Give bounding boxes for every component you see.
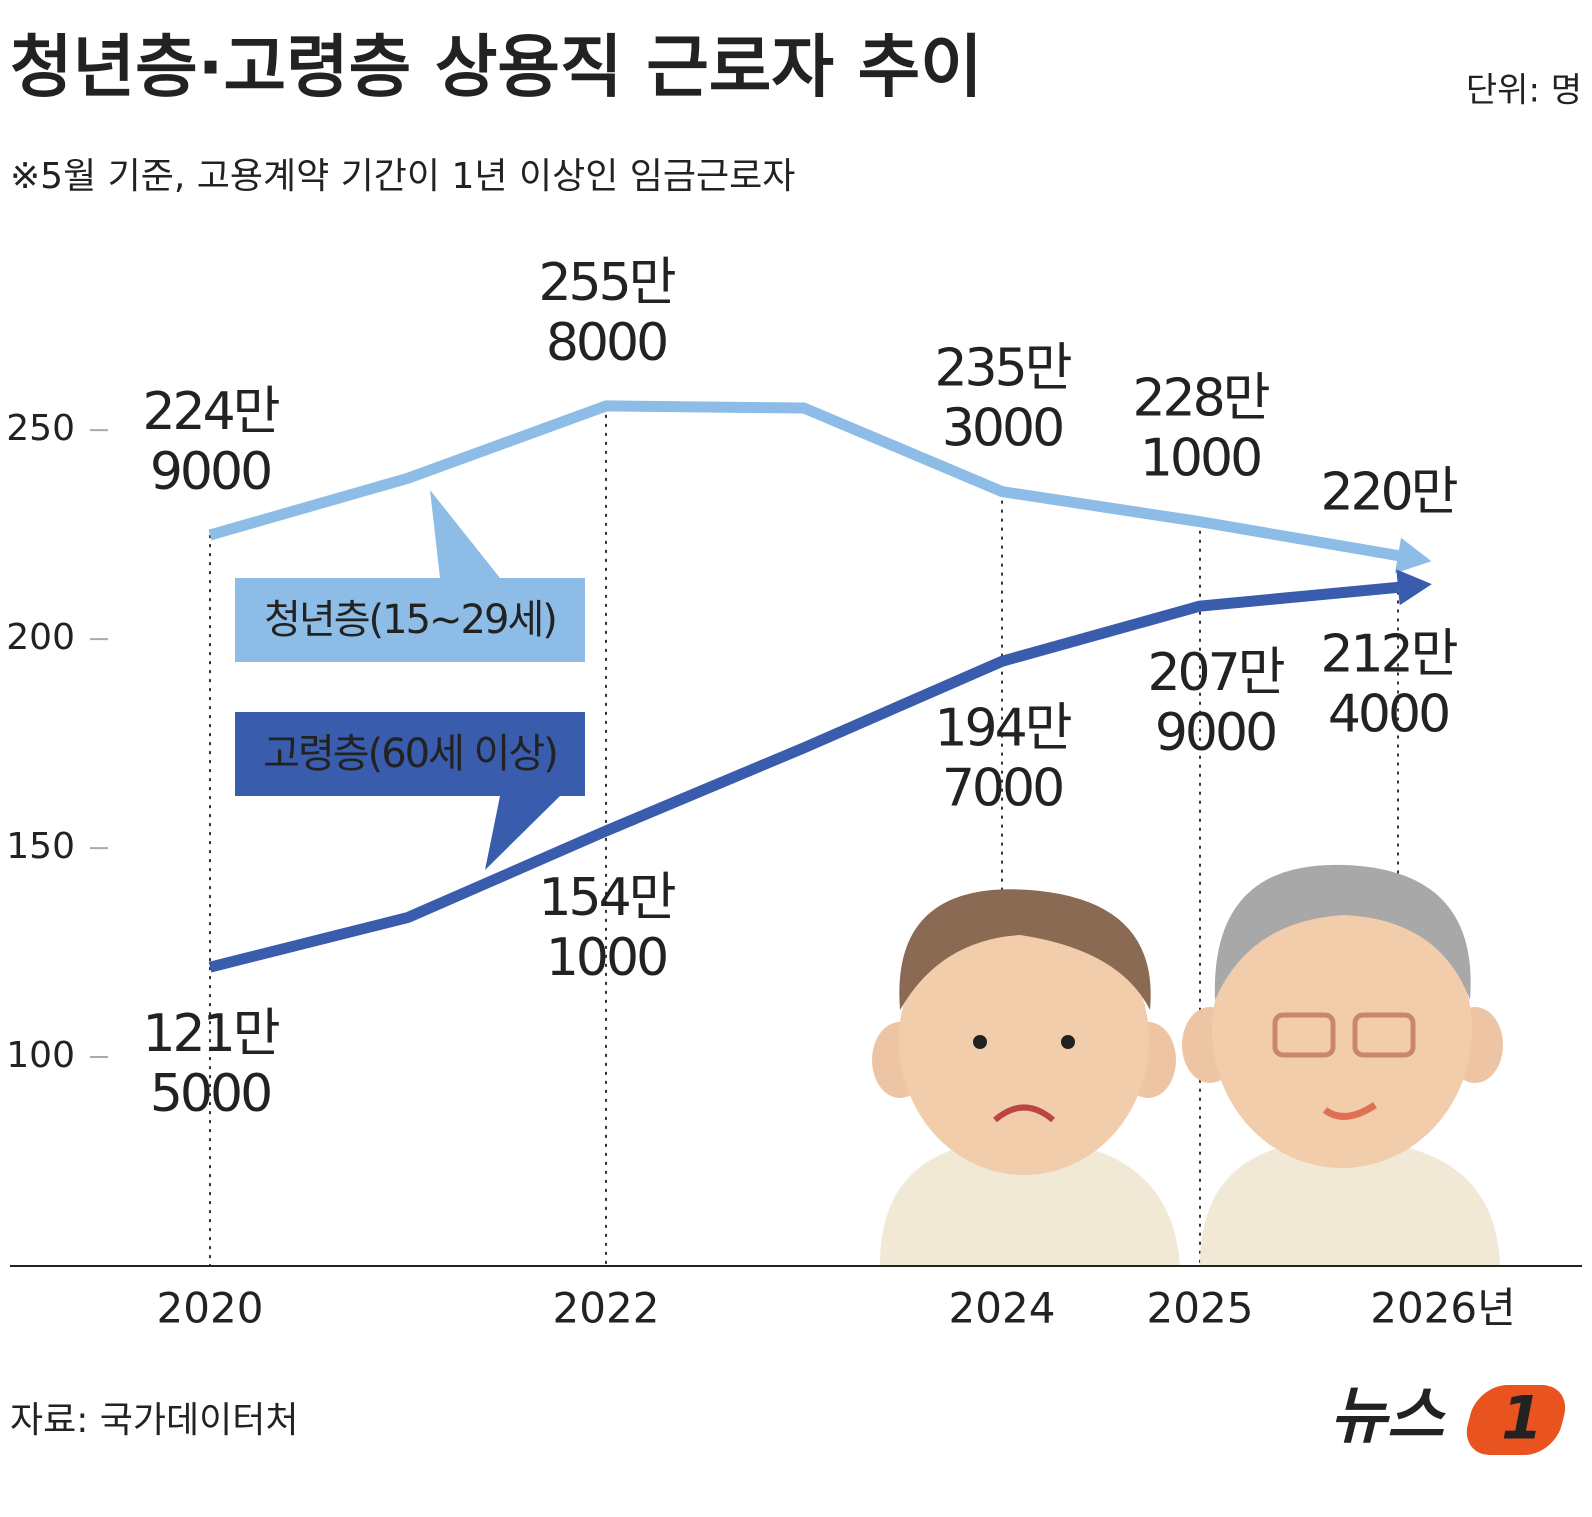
- illustration: [872, 864, 1503, 1265]
- y-tick-label: 200: [6, 617, 75, 658]
- source: 자료: 국가데이터처: [10, 1400, 299, 1441]
- x-tick-label: 2026년: [1370, 1284, 1516, 1333]
- legend-label: 청년층(15~29세): [264, 597, 556, 643]
- chart-title: 청년층·고령층 상용직 근로자 추이: [10, 29, 983, 108]
- arrow-head: [1394, 537, 1432, 574]
- y-tick-label: 250: [6, 408, 75, 449]
- data-label: 228만 1000: [1132, 369, 1269, 489]
- subtitle: ※5월 기준, 고용계약 기간이 1년 이상인 임금근로자: [10, 156, 795, 197]
- x-tick-label: 2022: [553, 1284, 660, 1333]
- x-tick-label: 2024: [949, 1284, 1056, 1333]
- logo: 뉴스 1: [1330, 1379, 1566, 1455]
- data-label: 194만 7000: [934, 698, 1071, 818]
- data-label: 235만 3000: [934, 339, 1071, 459]
- logo-badge: [1466, 1385, 1566, 1455]
- x-tick-label: 2025: [1147, 1284, 1254, 1333]
- logo-number: 1: [1501, 1384, 1543, 1454]
- data-label: 255만 8000: [538, 253, 675, 373]
- data-label: 224만 9000: [142, 382, 279, 502]
- legend-box: [235, 578, 585, 662]
- data-label: 207만 9000: [1147, 643, 1284, 763]
- data-label: 220만: [1320, 463, 1457, 523]
- unit-label: 단위: 명: [1466, 71, 1582, 111]
- logo-text: 뉴스: [1330, 1379, 1446, 1452]
- x-tick-label: 2020: [157, 1284, 264, 1333]
- legend-label: 고령층(60세 이상): [263, 731, 557, 777]
- legend-box: [235, 712, 585, 796]
- line: [208, 581, 1399, 973]
- arrow-head: [1396, 569, 1432, 606]
- data-label: 212만 4000: [1320, 624, 1457, 744]
- y-tick-label: 100: [6, 1035, 75, 1076]
- line: [208, 400, 1399, 561]
- legend-pointer: [485, 796, 560, 870]
- y-tick-label: 150: [6, 826, 75, 867]
- data-label: 121만 5000: [142, 1004, 279, 1124]
- legend-pointer: [430, 490, 500, 578]
- data-label: 154만 1000: [538, 868, 675, 988]
